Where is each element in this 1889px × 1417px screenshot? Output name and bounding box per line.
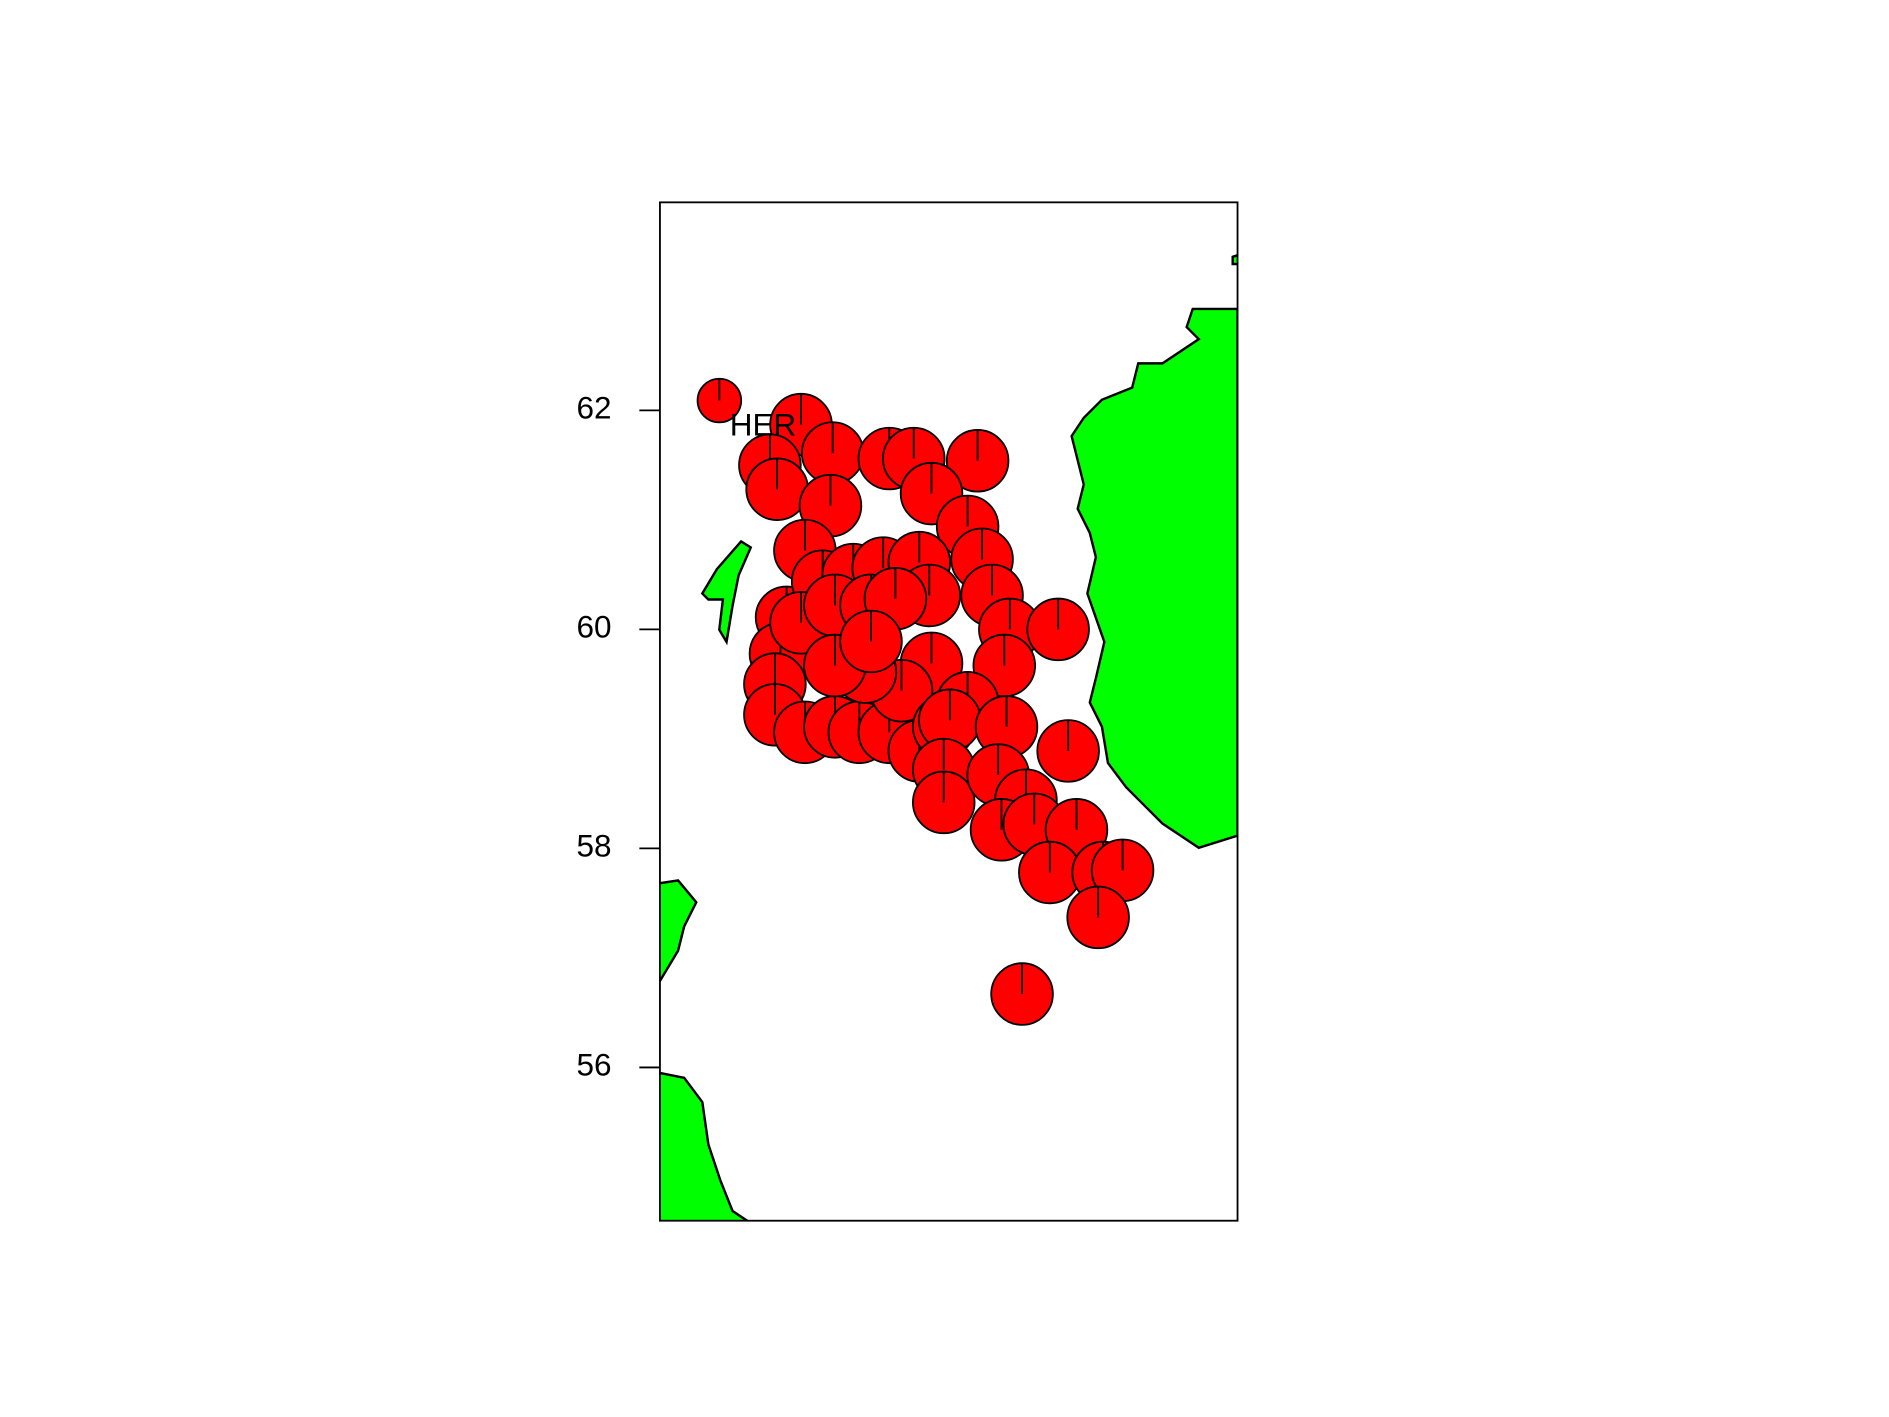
y-tick-label: 58 <box>576 829 611 864</box>
norway <box>1070 307 1238 850</box>
scotland-north <box>659 879 698 983</box>
pies <box>696 377 1155 1026</box>
scotland-south <box>659 1071 750 1221</box>
y-tick-label: 60 <box>576 610 611 645</box>
plot-frame <box>659 201 1239 1222</box>
y-axis: 56 58 60 62 <box>576 391 660 1083</box>
shetland <box>700 539 753 646</box>
y-tick-label: 56 <box>576 1048 611 1083</box>
land <box>659 253 1238 1221</box>
annotation: HER <box>730 407 796 442</box>
y-tick-label: 62 <box>576 391 611 426</box>
norway-island <box>1231 253 1238 266</box>
